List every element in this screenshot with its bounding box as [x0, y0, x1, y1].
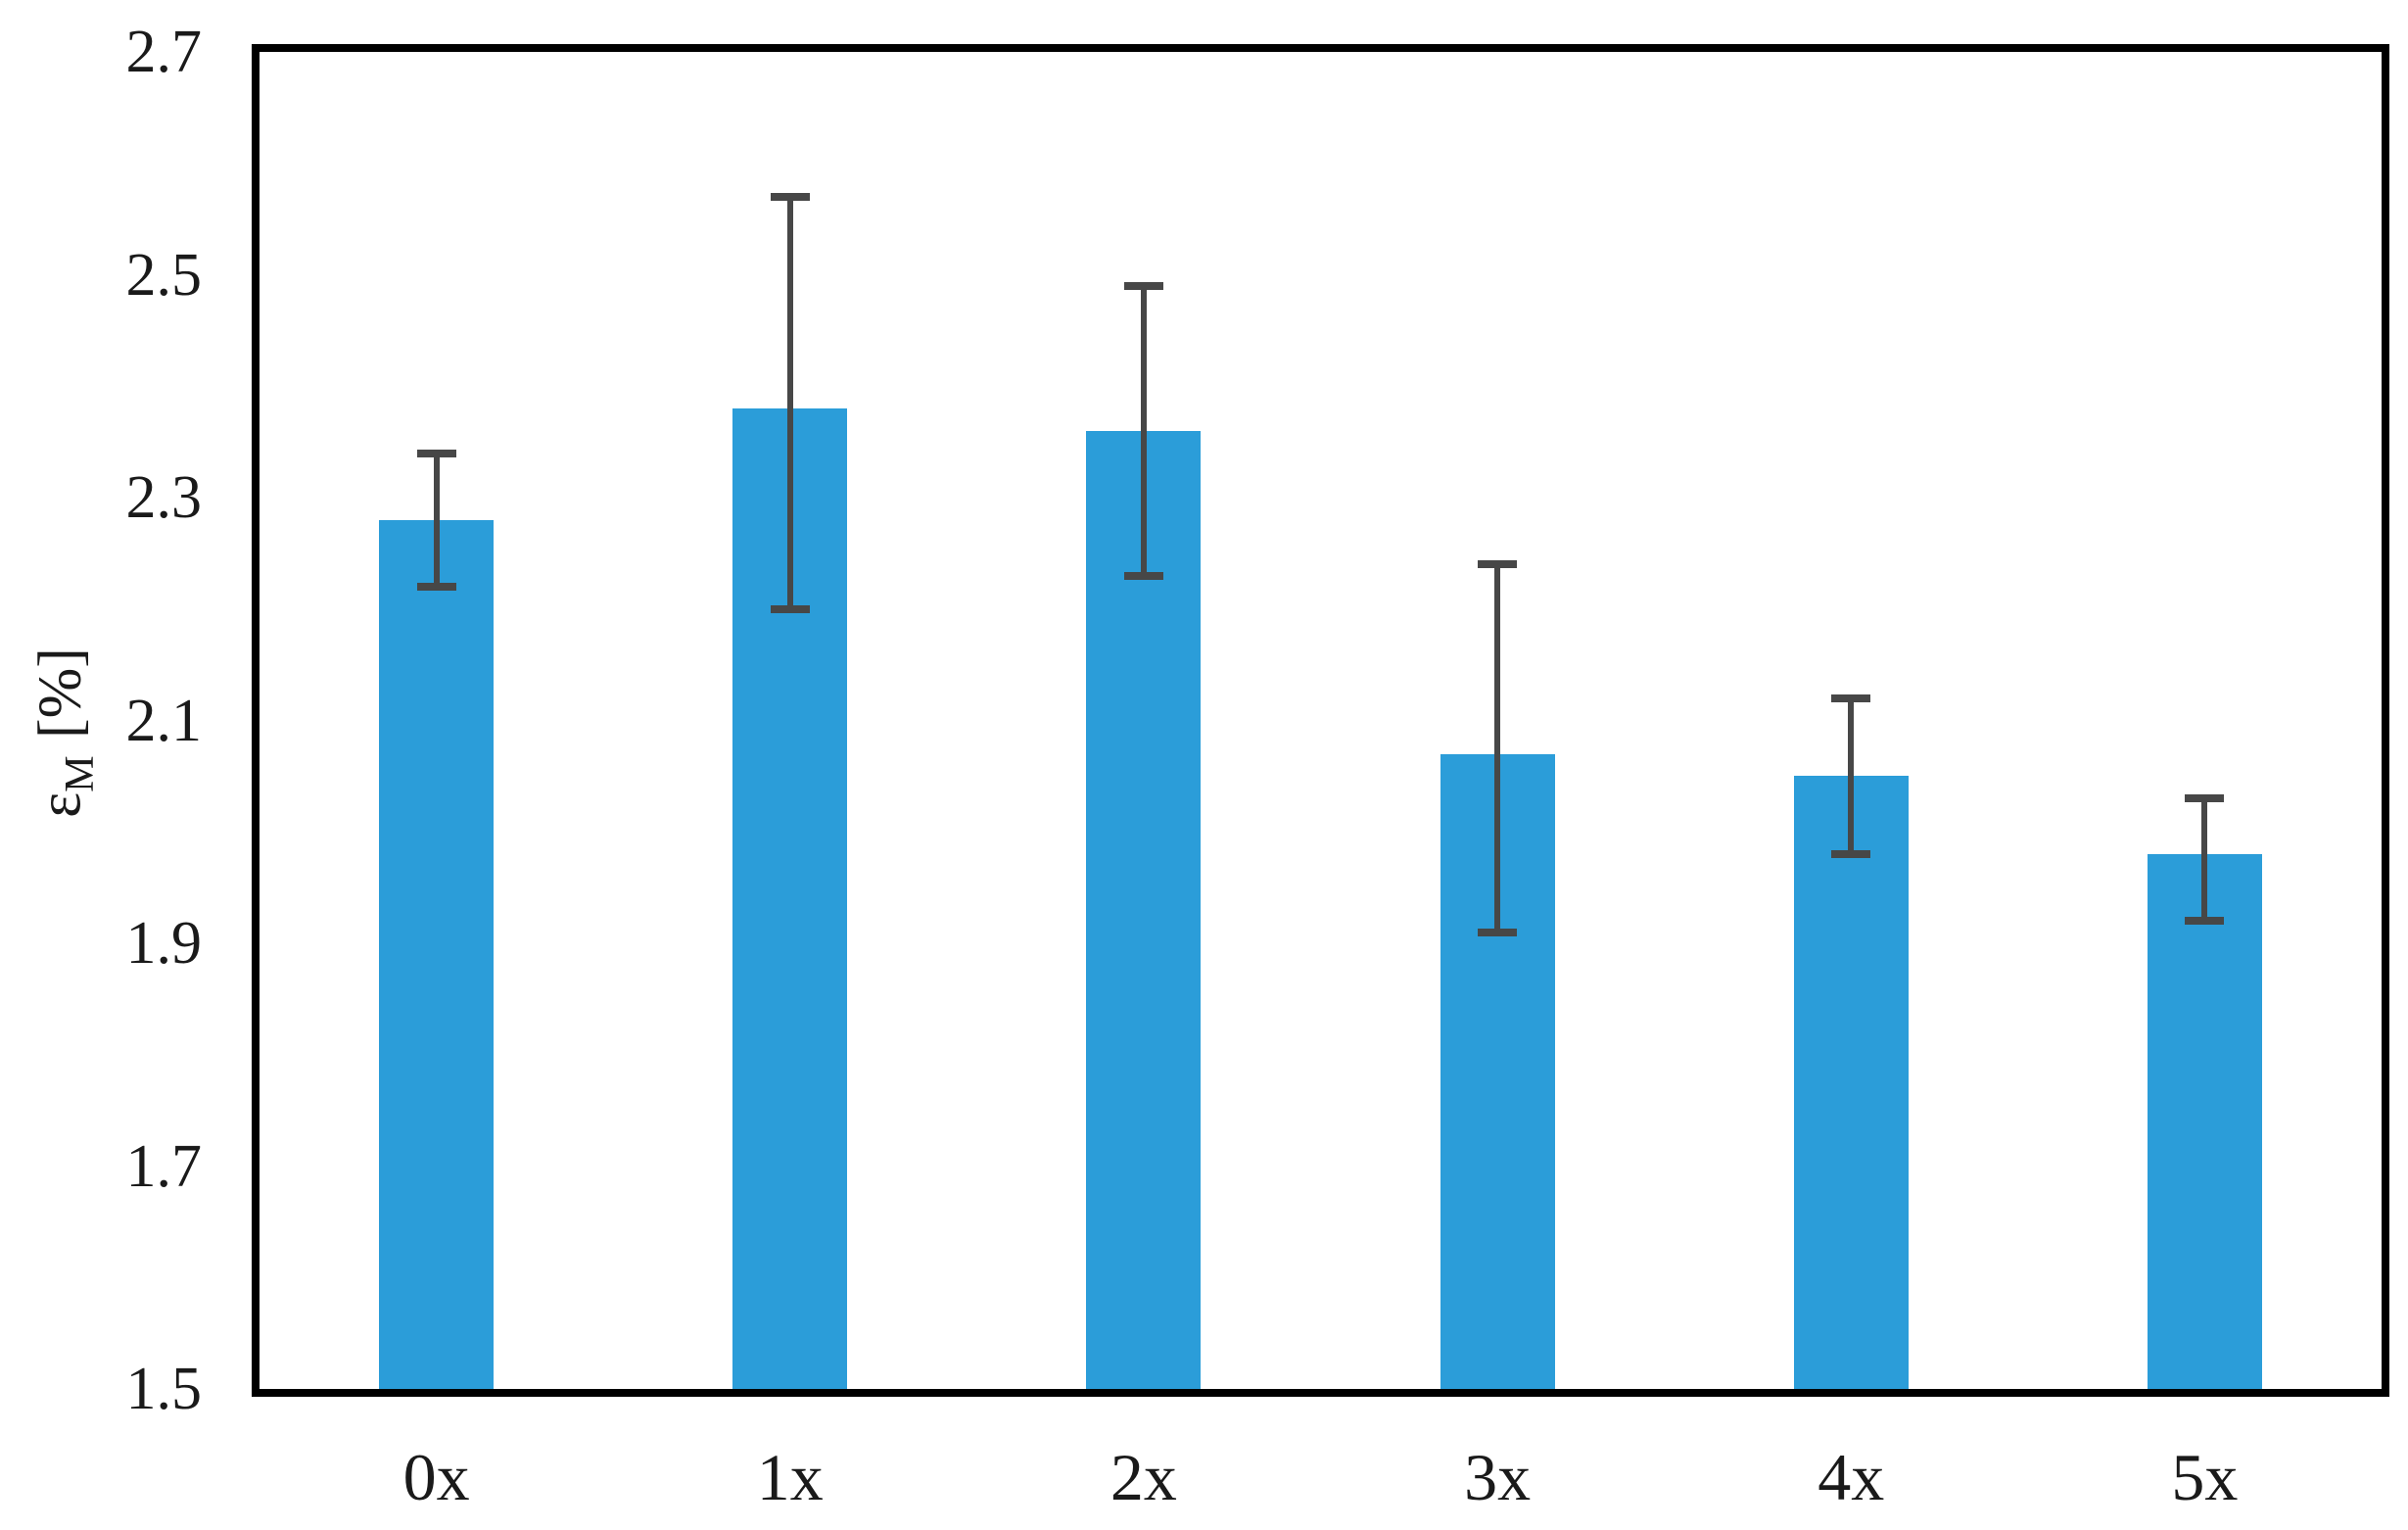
error-bar-4x	[1848, 697, 1855, 854]
error-cap-bottom	[2185, 917, 2225, 926]
bar-0x	[379, 519, 495, 1389]
x-tick-label-3x: 3x	[1464, 1440, 1532, 1514]
error-cap-bottom	[1478, 928, 1518, 936]
bar-5x	[2147, 854, 2262, 1389]
error-cap-top	[1478, 560, 1518, 569]
y-tick-label: 2.5	[125, 241, 203, 309]
y-tick-label: 1.9	[125, 910, 203, 977]
x-tick-label-5x: 5x	[2171, 1440, 2239, 1514]
error-cap-bottom	[770, 604, 810, 613]
y-axis-symbol: ε	[26, 791, 94, 818]
error-cap-top	[1831, 693, 1871, 702]
bar-4x	[1793, 776, 1909, 1389]
error-bar-2x	[1140, 285, 1147, 576]
error-cap-bottom	[1831, 850, 1871, 858]
x-tick-label-2x: 2x	[1110, 1440, 1177, 1514]
error-bar-0x	[433, 453, 440, 587]
y-tick-label: 1.5	[125, 1356, 203, 1422]
x-tick-label-1x: 1x	[756, 1440, 824, 1514]
y-tick-label: 2.7	[125, 19, 203, 85]
error-bar-3x	[1494, 564, 1501, 932]
y-tick-label: 1.7	[125, 1132, 203, 1200]
x-tick-label-0x: 0x	[402, 1440, 470, 1514]
error-cap-top	[2185, 794, 2225, 803]
bar-2x	[1086, 430, 1202, 1389]
plot-area	[252, 44, 2389, 1397]
error-cap-top	[770, 192, 810, 201]
y-axis-subscript: M	[56, 755, 103, 792]
error-cap-bottom	[416, 583, 456, 591]
y-tick-label: 2.1	[125, 687, 203, 754]
error-bar-5x	[2201, 798, 2208, 922]
error-cap-top	[416, 449, 456, 457]
error-bar-1x	[786, 196, 793, 609]
error-cap-top	[1123, 281, 1163, 290]
error-cap-bottom	[1123, 571, 1163, 580]
y-tick-label: 2.3	[125, 464, 203, 531]
x-tick-label-4x: 4x	[1818, 1440, 1885, 1514]
